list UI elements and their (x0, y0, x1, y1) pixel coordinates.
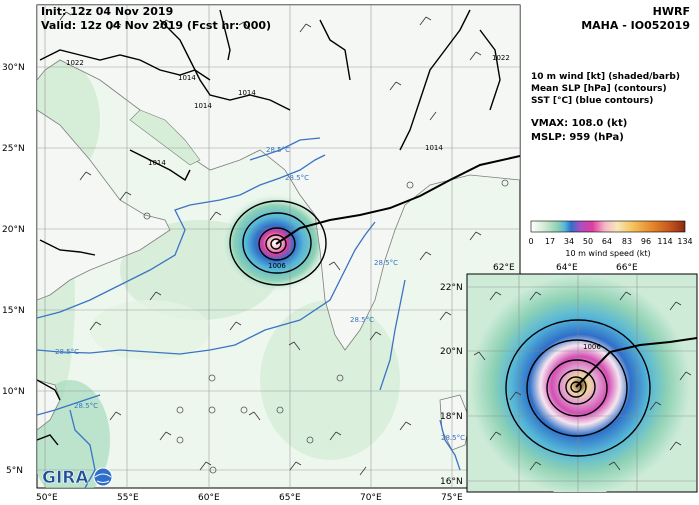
cira-logo: GIRA (42, 467, 113, 488)
slp-label: 1014 (238, 89, 256, 97)
lon-label: 50°E (36, 493, 58, 503)
slp-label: 1014 (425, 144, 443, 152)
colorbar: 0 17 34 50 64 83 96 114 134 10 m wind sp… (528, 220, 693, 258)
inset-lat-label: 20°N (440, 347, 463, 357)
logo-text: GIRA (42, 468, 89, 488)
lat-label: 30°N (2, 63, 25, 73)
sst-label: 28.5°C (285, 174, 309, 182)
sst-label: 28.5°C (350, 316, 374, 324)
sst-label: 28.5°C (374, 259, 398, 267)
slp-label: 1006 (268, 262, 286, 270)
info-panel: HWRF MAHA - IO052019 10 m wind [kt] (sha… (528, 5, 692, 258)
colorbar-tick: 114 (657, 237, 672, 246)
colorbar-tick: 83 (622, 237, 632, 246)
colorbar-tick: 34 (564, 237, 574, 246)
lat-label: 25°N (2, 144, 25, 154)
inset-lon-label: 66°E (616, 263, 638, 273)
slp-label: 1014 (178, 74, 196, 82)
inset-map: 1006 62°E 64°E 66°E 16°N 18°N 20°N 22°N (440, 263, 698, 493)
slp-label: 1014 (148, 159, 166, 167)
sst-label: 28.5°C (55, 348, 79, 356)
colorbar-tick: 64 (602, 237, 612, 246)
inset-lat-label: 16°N (440, 477, 463, 487)
inset-slp-label: 1006 (583, 343, 601, 351)
inset-lon-label: 64°E (556, 263, 578, 273)
inset-lon-label: 62°E (493, 263, 515, 273)
colorbar-tick: 0 (528, 237, 533, 246)
legend-sst: SST [°C] (blue contours) (531, 96, 653, 106)
colorbar-tick: 134 (677, 237, 692, 246)
valid-time: Valid: 12z 04 Nov 2019 (Fcst hr: 000) (41, 19, 271, 32)
lon-label: 70°E (360, 493, 382, 503)
lat-label: 10°N (2, 387, 25, 397)
mslp-value: MSLP: 959 (hPa) (531, 132, 624, 143)
colorbar-label: 10 m wind speed (kt) (565, 249, 650, 258)
lon-label: 60°E (198, 493, 220, 503)
lat-label: 20°N (2, 225, 25, 235)
slp-label: 1014 (194, 102, 212, 110)
vmax-value: VMAX: 108.0 (kt) (531, 118, 627, 129)
sst-label: 28.5°C (441, 434, 465, 442)
lat-label: 15°N (2, 306, 25, 316)
legend-slp: Mean SLP [hPa] (contours) (531, 84, 667, 94)
lon-label: 55°E (117, 493, 139, 503)
sst-label: 28.5°C (74, 402, 98, 410)
inset-lat-label: 22°N (440, 283, 463, 293)
main-map: 1022 1014 1014 1014 1014 1014 1022 1006 … (2, 4, 521, 503)
sst-label: 28.5°C (266, 146, 290, 154)
lon-label: 75°E (441, 493, 463, 503)
slp-label: 1022 (66, 59, 84, 67)
inset-lat-label: 18°N (440, 412, 463, 422)
lat-label: 5°N (6, 466, 23, 476)
legend-wind: 10 m wind [kt] (shaded/barb) (531, 72, 680, 82)
model-name: HWRF (653, 5, 690, 18)
colorbar-tick: 96 (641, 237, 651, 246)
init-time: Init: 12z 04 Nov 2019 (41, 5, 173, 18)
storm-id: MAHA - IO052019 (581, 19, 690, 32)
lon-label: 65°E (279, 493, 301, 503)
globe-icon (93, 467, 113, 487)
colorbar-tick: 17 (545, 237, 555, 246)
slp-label: 1022 (492, 54, 510, 62)
colorbar-tick: 50 (583, 237, 593, 246)
